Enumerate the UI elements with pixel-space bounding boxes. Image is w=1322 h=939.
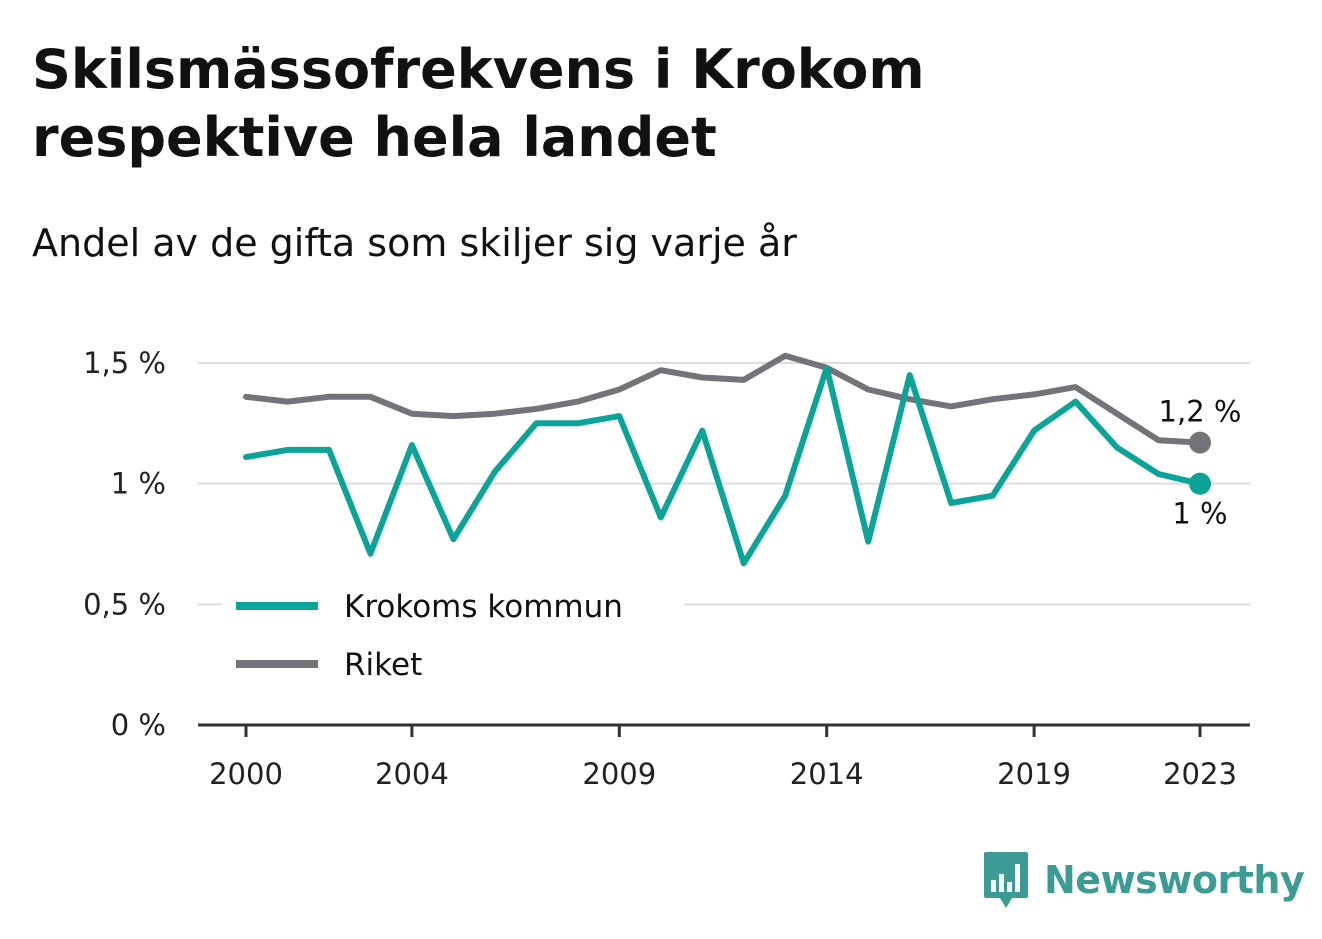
y-tick-label: 0,5 %: [83, 587, 166, 621]
chart-title: Skilsmässofrekvens i Krokom respektive h…: [32, 38, 925, 169]
legend-label: Krokoms kommun: [344, 589, 623, 625]
y-tick-label: 0 %: [111, 708, 166, 742]
series-lines: [243, 352, 1203, 567]
end-value-label: 1,2 %: [1159, 395, 1242, 429]
y-tick-label: 1 %: [111, 467, 166, 501]
brand-name: Newsworthy: [1044, 858, 1305, 902]
x-axis-ticks: 2000 2004 2009 2014 2019 2023: [209, 725, 1237, 791]
chart-subtitle: Andel av de gifta som skiljer sig varje …: [32, 221, 797, 265]
legend: Krokoms kommun Riket: [222, 578, 684, 690]
bar-chart-speech-bubble-icon: [984, 852, 1028, 908]
legend-label: Riket: [344, 647, 422, 683]
y-axis-ticks: 0 % 0,5 % 1 % 1,5 %: [83, 346, 166, 742]
x-tick-label: 2009: [582, 757, 656, 791]
series-line: [243, 364, 1203, 567]
series-line: [243, 352, 1203, 446]
newsworthy-logo: Newsworthy: [982, 850, 1305, 910]
legend-background: [222, 578, 684, 690]
x-tick-label: 2000: [209, 757, 283, 791]
x-tick-label: 2023: [1163, 757, 1237, 791]
y-tick-label: 1,5 %: [83, 346, 166, 380]
end-point-marker: [1189, 472, 1211, 495]
x-tick-label: 2004: [375, 757, 449, 791]
end-point-marker: [1189, 431, 1211, 454]
x-tick-label: 2014: [790, 757, 864, 791]
series-end-markers: 1 % 1,2 %: [1159, 395, 1242, 531]
x-tick-label: 2019: [997, 757, 1071, 791]
end-value-label: 1 %: [1172, 497, 1227, 531]
